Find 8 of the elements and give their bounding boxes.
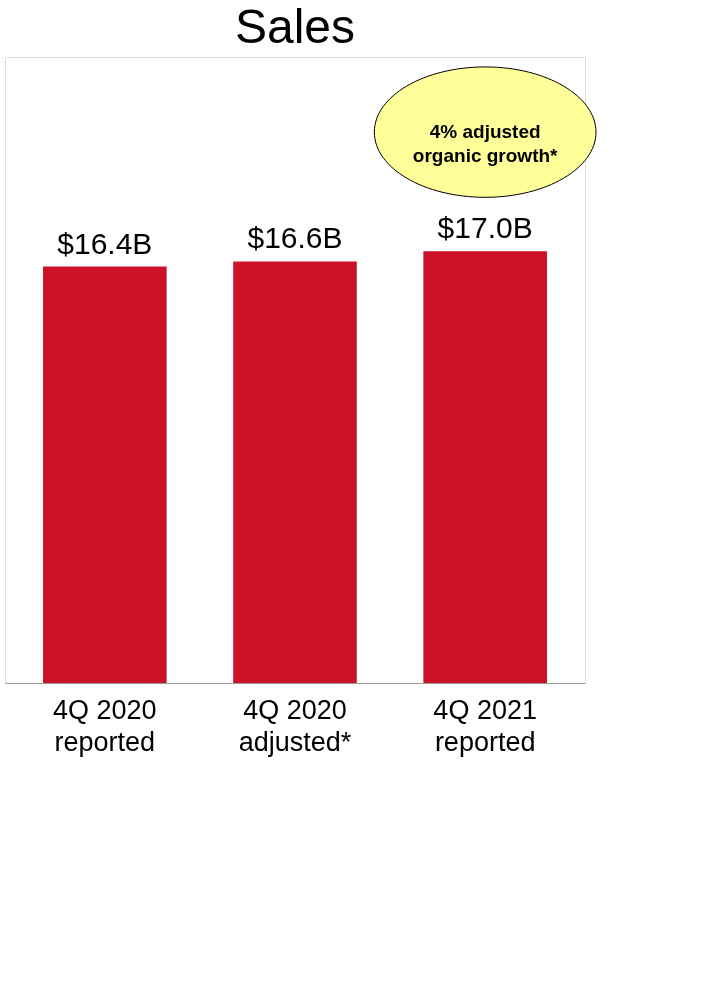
chart-title: Sales (234, 0, 356, 53)
text: 4% adjusted organic growth* (412, 121, 559, 167)
data-label: $16.6B (247, 221, 343, 255)
data-label: $16.4B (57, 226, 153, 260)
x-tick-label: 4Q 2020 reported (53, 694, 157, 757)
data-label: $17.0B (437, 211, 533, 245)
x-tick-label: 4Q 2021 reported (433, 694, 537, 757)
x-tick-label: 4Q 2020 adjusted* (238, 694, 352, 757)
